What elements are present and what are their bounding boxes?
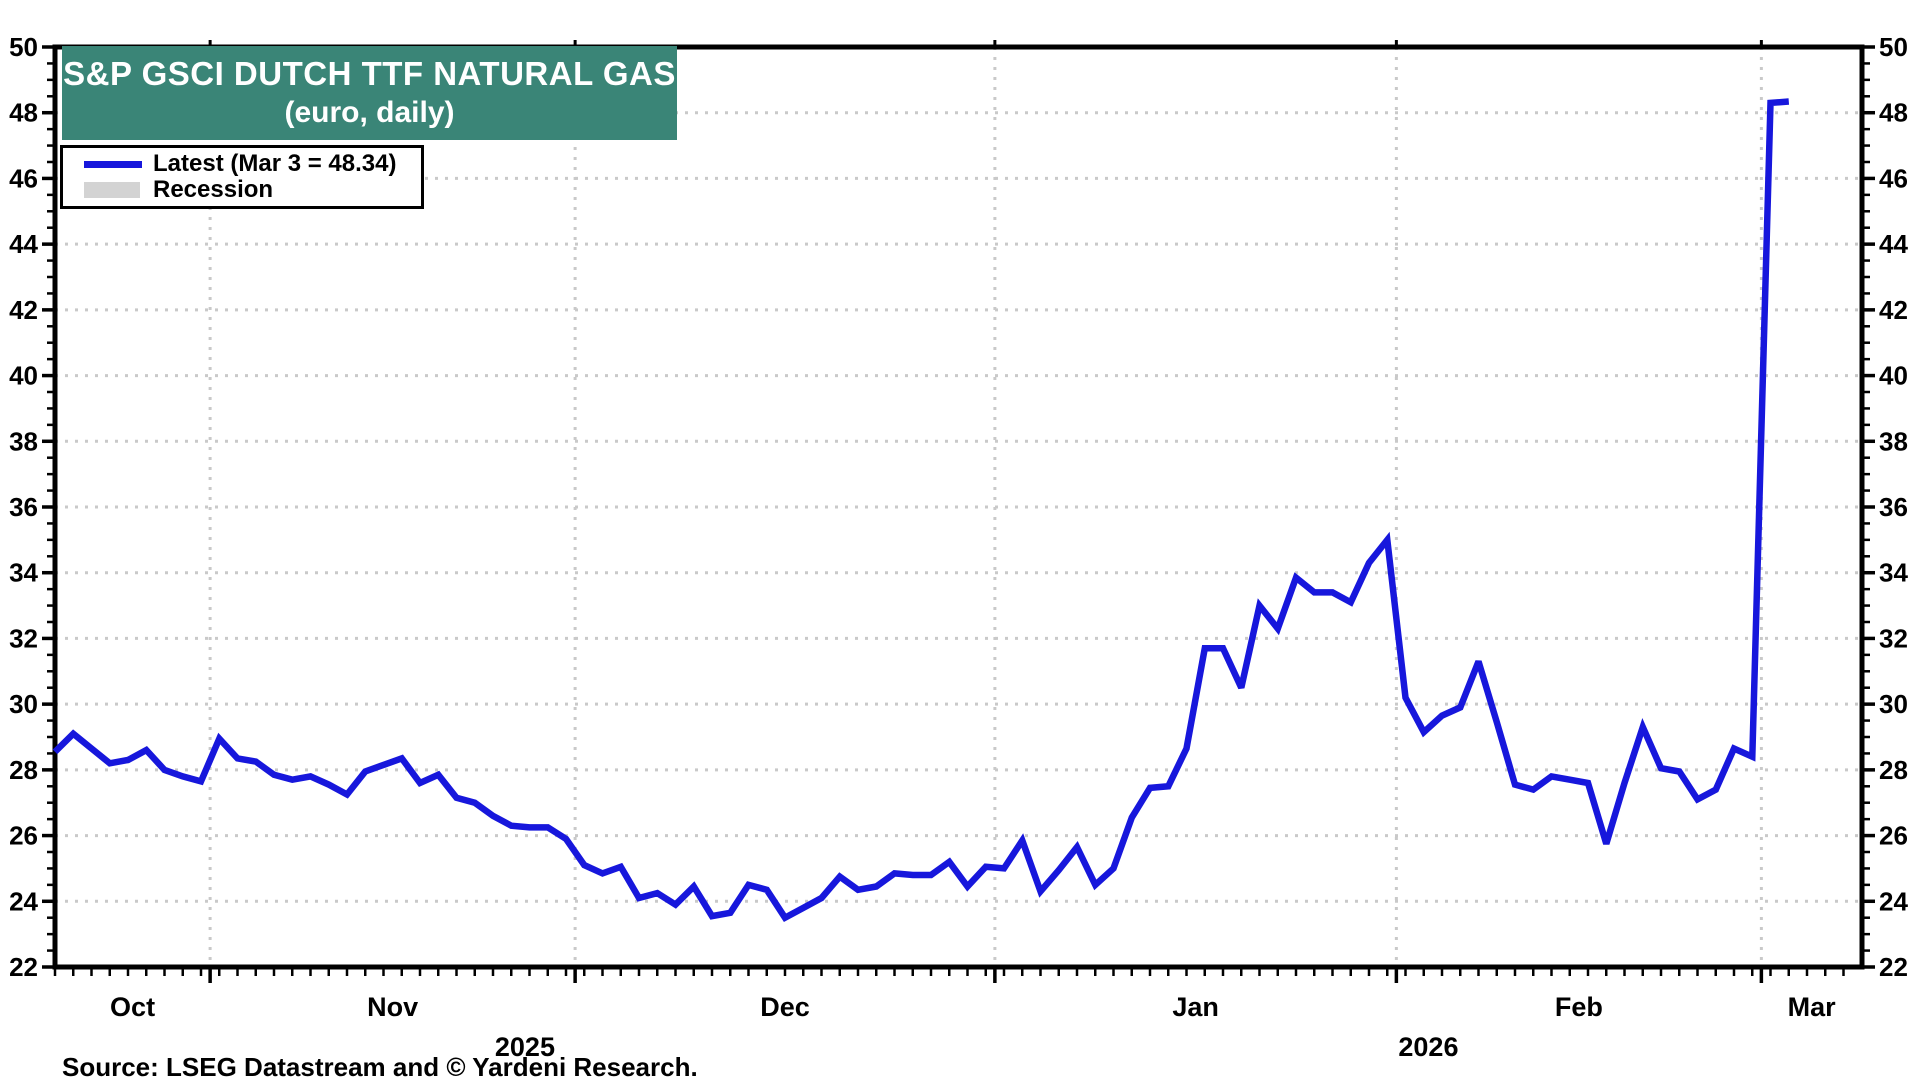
svg-text:42: 42 (9, 295, 38, 325)
svg-text:44: 44 (9, 229, 38, 259)
svg-text:Dec: Dec (760, 992, 810, 1022)
plot-frame (52, 44, 1865, 970)
svg-text:38: 38 (1879, 426, 1908, 456)
svg-text:34: 34 (1879, 558, 1908, 588)
svg-text:50: 50 (1879, 32, 1908, 62)
svg-text:2025: 2025 (495, 1032, 555, 1062)
chart-title-box: S&P GSCI DUTCH TTF NATURAL GAS (euro, da… (62, 46, 677, 140)
svg-text:26: 26 (1879, 821, 1908, 851)
source-note: Source: LSEG Datastream and © Yardeni Re… (62, 1052, 698, 1080)
svg-text:44: 44 (1879, 229, 1908, 259)
svg-text:Feb: Feb (1555, 992, 1603, 1022)
legend-item-recession: Recession (84, 176, 421, 203)
svg-text:Mar: Mar (1788, 992, 1837, 1022)
svg-text:26: 26 (9, 821, 38, 851)
legend-latest-label: Latest (Mar 3 = 48.34) (153, 150, 397, 177)
svg-text:48: 48 (1879, 98, 1908, 128)
svg-text:Oct: Oct (110, 992, 155, 1022)
svg-text:28: 28 (1879, 755, 1908, 785)
svg-text:22: 22 (1879, 952, 1908, 982)
svg-text:48: 48 (9, 98, 38, 128)
svg-text:2026: 2026 (1398, 1032, 1458, 1062)
legend-item-latest: Latest (Mar 3 = 48.34) (84, 150, 421, 177)
svg-text:50: 50 (9, 32, 38, 62)
svg-text:34: 34 (9, 558, 38, 588)
svg-text:30: 30 (1879, 689, 1908, 719)
chart-legend: Latest (Mar 3 = 48.34) Recession (60, 145, 424, 209)
svg-text:38: 38 (9, 426, 38, 456)
price-series-line (52, 98, 1790, 922)
svg-text:40: 40 (1879, 361, 1908, 391)
svg-text:Jan: Jan (1172, 992, 1219, 1022)
recession-swatch (84, 182, 140, 198)
svg-text:42: 42 (1879, 295, 1908, 325)
svg-text:46: 46 (9, 163, 38, 193)
legend-recession-label: Recession (153, 176, 274, 203)
svg-text:36: 36 (9, 492, 38, 522)
svg-text:Nov: Nov (367, 992, 418, 1022)
svg-text:40: 40 (9, 361, 38, 391)
svg-text:30: 30 (9, 689, 38, 719)
latest-line-swatch (84, 160, 142, 168)
svg-text:32: 32 (9, 623, 38, 653)
svg-text:32: 32 (1879, 623, 1908, 653)
svg-text:22: 22 (9, 952, 38, 982)
svg-text:46: 46 (1879, 163, 1908, 193)
svg-text:36: 36 (1879, 492, 1908, 522)
svg-text:24: 24 (1879, 886, 1908, 916)
axis-tick-labels: 22 22 24 24 26 26 28 28 30 30 32 32 34 34 36 36 38 38 40 40… (9, 32, 1908, 1062)
chart-title: S&P GSCI DUTCH TTF NATURAL GAS (63, 55, 676, 92)
chart-subtitle: (euro, daily) (284, 96, 455, 129)
svg-text:24: 24 (9, 886, 38, 916)
svg-text:28: 28 (9, 755, 38, 785)
